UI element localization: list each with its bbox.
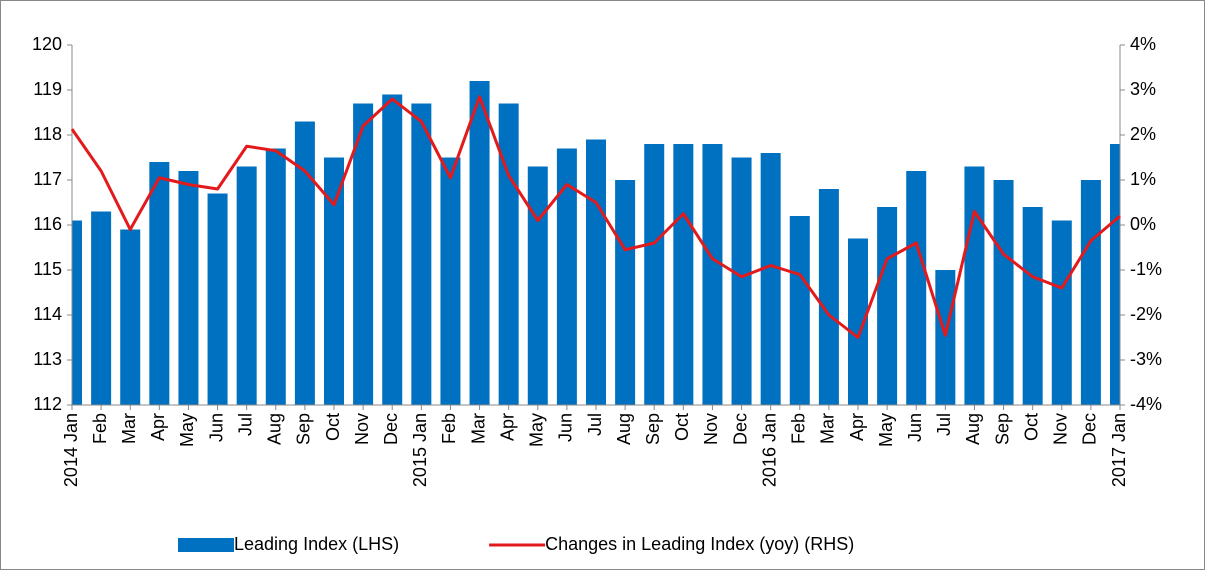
bar [382,94,403,405]
x-tick-label: Dec [730,413,750,445]
x-tick-label: Mar [818,413,838,444]
bar [993,180,1014,405]
x-tick-label: Aug [265,413,285,445]
y2-tick-label: -1% [1130,259,1162,279]
x-tick-label: Jul [934,413,954,436]
bar [236,166,257,405]
bar [411,103,432,405]
bar [178,171,199,405]
x-tick-label: 2016 Jan [759,413,779,487]
bar [1022,207,1043,405]
bar [265,148,286,405]
legend-swatch [178,538,234,552]
bar [906,171,927,405]
bar [673,144,694,405]
line [70,95,1121,339]
x-tick-label: Jul [585,413,605,436]
x-tick-label: Jun [556,413,576,442]
y-tick-label: 113 [33,349,62,369]
x-tick-label: Oct [323,413,343,441]
y-tick-label: 120 [32,34,62,54]
x-tick-label: Feb [789,413,809,444]
x-tick-label: Aug [614,413,634,445]
y-tick-label: 117 [33,169,62,189]
y2-tick-label: 3% [1130,79,1156,99]
bar [527,166,548,405]
x-tick-label: Jun [206,413,226,442]
y-tick-label: 114 [33,304,62,324]
x-tick-label: Feb [439,413,459,444]
x-tick-label: Sep [992,413,1012,445]
x-tick-label: Mar [468,413,488,444]
x-tick-label: Mar [119,413,139,444]
x-tick-label: Dec [381,413,401,445]
x-tick-label: Apr [148,413,168,441]
y2-tick-label: 1% [1130,169,1156,189]
bar [935,270,956,405]
x-tick-label: Sep [643,413,663,445]
x-tick-label: Dec [1080,413,1100,445]
bar [1110,144,1120,405]
bar [91,211,112,405]
x-tick-label: Sep [294,413,314,445]
y-tick-label: 116 [33,214,62,234]
bar [586,139,606,405]
bar [498,103,519,405]
bar [294,121,315,405]
bar [469,81,490,405]
legend-label: Changes in Leading Index (yoy) (RHS) [545,534,854,554]
bar [556,148,577,405]
x-tick-label: Oct [1021,413,1041,441]
bar [964,166,985,405]
x-tick-label: Nov [1051,413,1071,445]
x-tick-label: Oct [672,413,692,441]
x-tick-label: Nov [701,413,721,445]
y-tick-label: 118 [33,124,62,144]
x-tick-label: Jun [905,413,925,442]
bar [644,144,665,405]
y2-tick-label: -4% [1130,394,1162,414]
x-tick-label: Nov [352,413,372,445]
x-tick-label: May [876,413,896,447]
x-tick-label: Aug [963,413,983,445]
bar [877,207,898,405]
y-tick-label: 112 [33,394,62,414]
bar-group [72,81,1120,405]
x-tick-label: Apr [497,413,517,441]
y2-tick-label: 0% [1130,214,1156,234]
bar [207,193,228,405]
y2-tick-label: 4% [1130,34,1156,54]
x-tick-label: May [527,413,547,447]
bar [789,216,810,405]
x-tick-label: Feb [90,413,110,444]
bar [702,144,723,405]
x-tick-label: May [177,413,197,447]
y-tick-label: 119 [33,79,62,99]
y2-tick-label: -2% [1130,304,1162,324]
bar [1080,180,1101,405]
legend-label: Leading Index (LHS) [234,534,399,554]
bar [324,157,344,405]
bar [353,103,374,405]
x-tick-label: Jul [235,413,255,436]
y2-tick-label: 2% [1130,124,1156,144]
bar [149,162,170,405]
x-tick-label: 2014 Jan [61,413,81,487]
bar [848,238,868,405]
bar [120,229,141,405]
x-tick-label: 2017 Jan [1109,413,1129,487]
x-tick-label: 2015 Jan [410,413,430,487]
x-tick-label: Apr [847,413,867,441]
bar [1051,220,1072,405]
y-tick-label: 115 [33,259,62,279]
bar [818,189,839,405]
bar [72,220,82,405]
bar [615,180,636,405]
bar [760,153,781,405]
bar [731,157,752,405]
y2-tick-label: -3% [1130,349,1162,369]
bar [440,157,461,405]
